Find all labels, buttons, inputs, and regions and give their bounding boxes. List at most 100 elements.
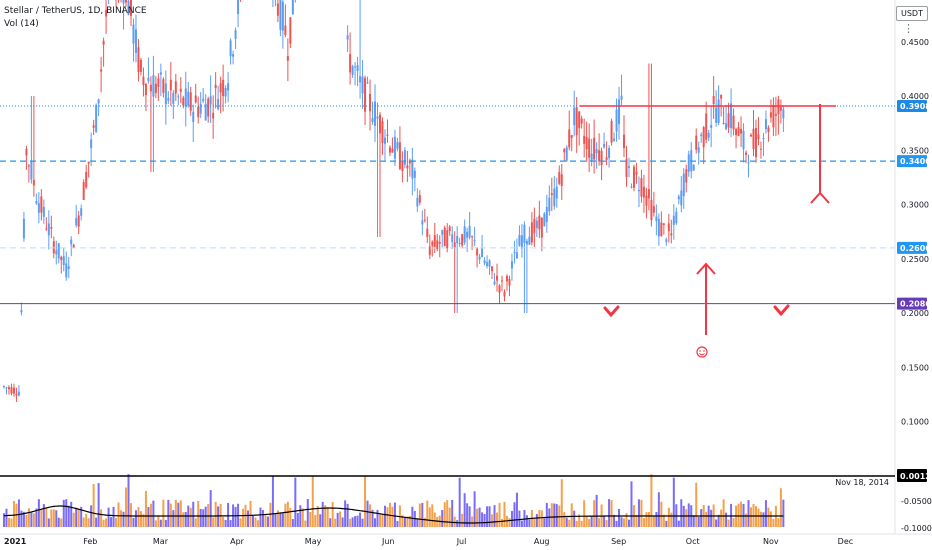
candle-body (720, 94, 723, 99)
volume-bar (386, 507, 389, 527)
candle (105, 0, 108, 34)
y-tick-label: 0.3500 (901, 146, 929, 155)
candle (22, 211, 25, 242)
candle (127, 0, 130, 16)
candle-body (752, 128, 755, 149)
volume-bar (391, 506, 394, 527)
y-tick-label: 0.3000 (901, 201, 929, 210)
candle (369, 79, 372, 131)
candle-body (349, 54, 352, 73)
volume-bar (508, 518, 511, 527)
candle-body (498, 285, 501, 293)
volume-bar (142, 514, 145, 527)
candle-body (202, 98, 205, 102)
candle-body (453, 242, 456, 248)
volume-bar (747, 500, 750, 527)
candle (774, 96, 777, 137)
currency-button[interactable]: USDT (896, 6, 928, 21)
candle (481, 234, 484, 258)
candle (159, 63, 162, 97)
candle-body (762, 138, 765, 140)
candle-body (491, 266, 494, 272)
candle-body (291, 0, 294, 15)
volume-bar (291, 519, 294, 527)
volume-bar (276, 510, 279, 527)
volume-bar (242, 508, 245, 527)
candle-body (179, 88, 182, 92)
candle-body (548, 197, 551, 212)
volume-bar (635, 515, 638, 527)
candle-body (543, 213, 546, 227)
candle (565, 145, 568, 162)
candle (144, 82, 147, 112)
candle (95, 103, 98, 134)
volume-bar (535, 513, 538, 527)
y-axis-labels: 0.75000.70000.65000.60000.55000.50000.45… (901, 38, 929, 427)
candle (545, 194, 548, 233)
volume-bar (443, 502, 446, 527)
candle (37, 192, 40, 224)
candle (229, 38, 232, 65)
candle (672, 204, 675, 240)
candle (209, 75, 212, 124)
candle (570, 134, 573, 152)
volume-bar (149, 503, 152, 527)
volume-bar (533, 517, 536, 527)
x-tick-label: May (305, 537, 322, 546)
candle (411, 147, 414, 196)
candle (518, 225, 521, 247)
low-support-price-box (897, 241, 927, 254)
candle (777, 95, 780, 135)
volume-bar (623, 518, 626, 527)
volume-bar (311, 476, 314, 527)
volume-bar (615, 520, 618, 527)
volume-bar (47, 518, 50, 527)
candle-body (207, 98, 210, 117)
volume-bar (279, 513, 282, 527)
x-tick-label: Feb (83, 537, 97, 546)
candle-body (182, 97, 185, 106)
candle (451, 226, 454, 250)
volume-bar (361, 518, 364, 527)
candle-body (416, 197, 419, 207)
volume-bar (209, 490, 212, 527)
volume-bar (411, 506, 414, 527)
candle-body (782, 109, 785, 119)
candle-body (354, 66, 357, 68)
candle (667, 213, 670, 243)
volume-bar (772, 518, 775, 527)
more-menu-icon[interactable]: ⋮ (903, 23, 914, 35)
volume-bar (132, 517, 135, 527)
candle (118, 0, 120, 3)
candle-body (740, 128, 743, 134)
volume-bar (727, 519, 730, 527)
candle-body (473, 240, 476, 242)
candle-body (27, 165, 30, 167)
volume-bar (687, 503, 690, 527)
volume-bar (189, 507, 192, 527)
x-tick-label: Oct (686, 537, 700, 546)
candle-body (725, 123, 728, 130)
volume-bar (72, 512, 75, 527)
candle-body (147, 77, 150, 82)
volume-bar (107, 507, 110, 527)
volume-bar (505, 515, 508, 527)
candle-body (219, 83, 222, 93)
volume-bar (476, 508, 479, 527)
volume-bar (296, 512, 299, 527)
candle-body (645, 195, 648, 206)
volume-bar (376, 509, 379, 527)
candle-body (583, 135, 586, 144)
candle (5, 386, 8, 395)
candle-body (134, 29, 137, 53)
volume-bar (95, 517, 98, 527)
candle (745, 150, 748, 164)
candle-body (413, 170, 416, 178)
volume-bar (127, 474, 130, 527)
candle-body (3, 386, 5, 388)
volume-bar (595, 494, 598, 527)
candle (60, 255, 63, 274)
volume-bar (393, 502, 396, 527)
candle (12, 383, 15, 397)
